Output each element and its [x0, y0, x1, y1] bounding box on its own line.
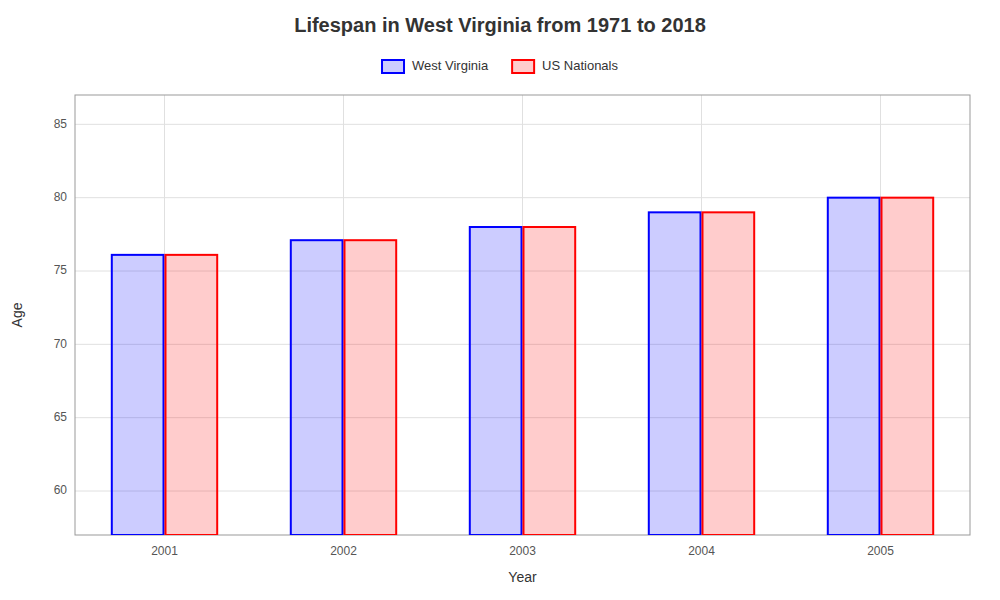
- bar: [166, 255, 218, 535]
- y-tick-label: 80: [54, 190, 68, 204]
- bar: [345, 240, 397, 535]
- legend-label: US Nationals: [542, 58, 618, 73]
- y-tick-label: 75: [54, 263, 68, 277]
- legend-item: West Virginia: [382, 58, 489, 73]
- bar: [112, 255, 164, 535]
- bar: [291, 240, 343, 535]
- x-axis: 2001 2002 2003 2004 2005: [151, 95, 894, 558]
- bar: [524, 227, 576, 535]
- y-tick-label: 70: [54, 337, 68, 351]
- bar: [470, 227, 522, 535]
- bar: [703, 212, 755, 535]
- legend-swatch: [512, 60, 534, 73]
- bar: [828, 198, 880, 535]
- y-axis-label: Age: [9, 302, 25, 327]
- y-tick-label: 65: [54, 410, 68, 424]
- y-tick-label: 85: [54, 117, 68, 131]
- x-tick-label: 2001: [151, 544, 178, 558]
- chart-container: 60 65 70 75 80 85 2001 2002 2003 2004 2005 Lifespan…: [0, 0, 1000, 600]
- chart: 60 65 70 75 80 85 2001 2002 2003 2004 2005 Lifespan…: [0, 0, 1000, 600]
- legend: West Virginia US Nationals: [382, 58, 618, 73]
- legend-item: US Nationals: [512, 58, 618, 73]
- x-tick-label: 2002: [330, 544, 357, 558]
- y-tick-label: 60: [54, 483, 68, 497]
- bars: [112, 198, 933, 535]
- bar: [649, 212, 701, 535]
- legend-swatch: [382, 60, 404, 73]
- plot-frame: [75, 95, 970, 535]
- x-tick-label: 2003: [509, 544, 536, 558]
- x-tick-label: 2005: [867, 544, 894, 558]
- title: Lifespan in West Virginia from 1971 to 2…: [294, 14, 706, 36]
- x-tick-label: 2004: [688, 544, 715, 558]
- legend-label: West Virginia: [412, 58, 489, 73]
- bar: [882, 198, 934, 535]
- x-axis-label: Year: [508, 569, 537, 585]
